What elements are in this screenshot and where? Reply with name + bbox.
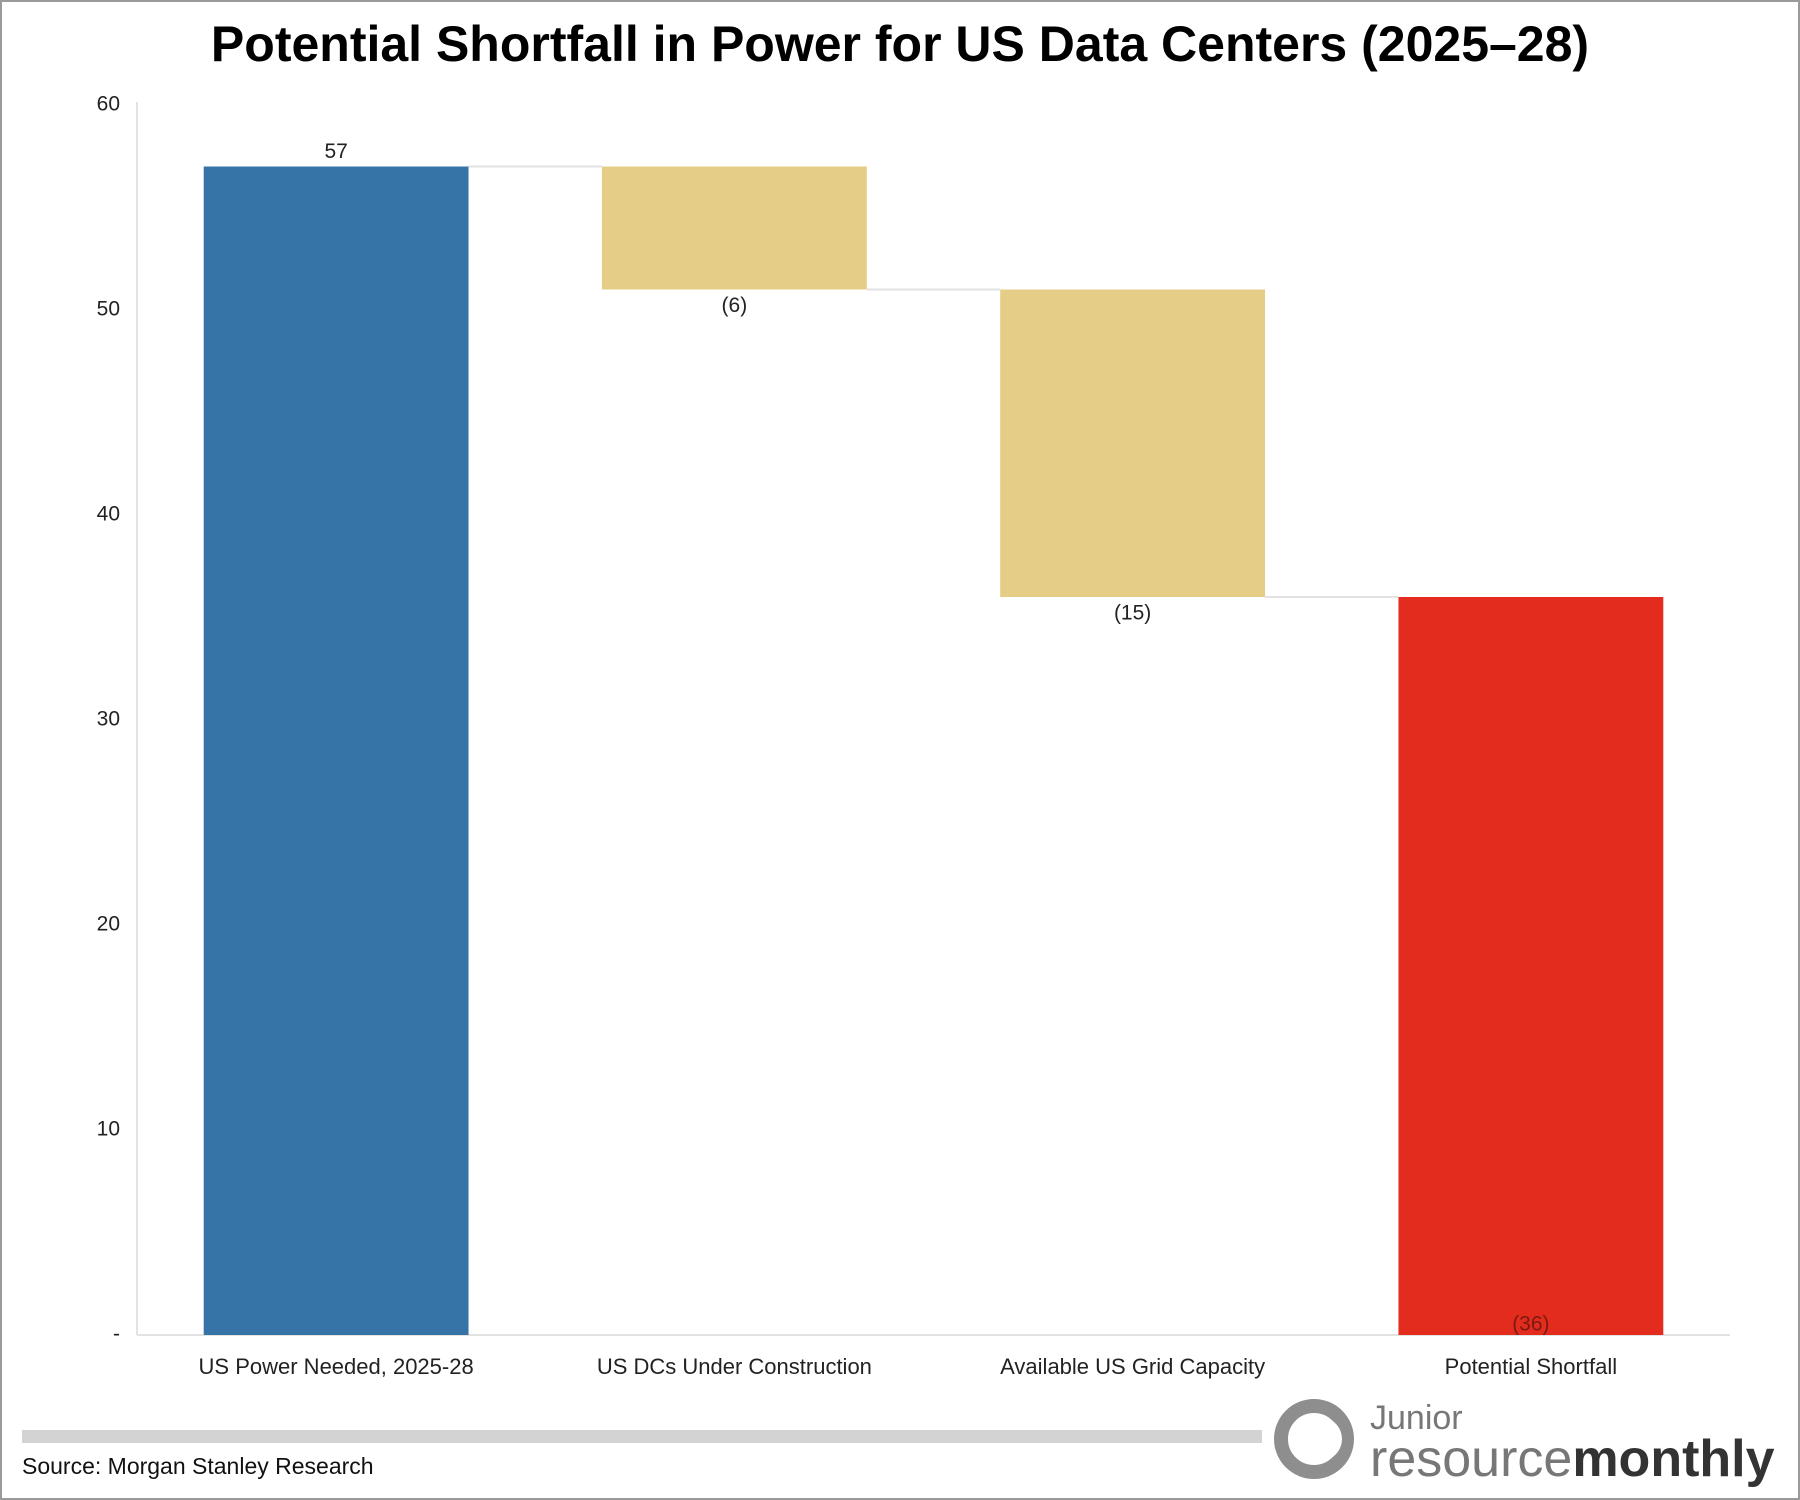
y-tick-label: 20 (97, 913, 120, 936)
logo-line2: resourcemonthly (1370, 1430, 1775, 1488)
y-tick-label: 10 (97, 1118, 120, 1141)
bar (601, 166, 867, 290)
value-label: (6) (722, 294, 748, 317)
logo: Junior resourcemonthly (1274, 1399, 1775, 1488)
bar (1000, 289, 1266, 597)
value-label: (36) (1512, 1313, 1549, 1336)
bar (203, 166, 469, 1335)
logo-ring (1274, 1399, 1354, 1479)
value-label: 57 (324, 140, 347, 163)
logo-word-a: resource (1370, 1430, 1572, 1488)
logo-line1: Junior (1370, 1399, 1463, 1437)
x-tick-label: Potential Shortfall (1445, 1354, 1617, 1379)
y-tick-label: 30 (97, 708, 120, 731)
logo-word-b: monthly (1572, 1430, 1774, 1488)
bar (1398, 597, 1664, 1335)
chart-title: Potential Shortfall in Power for US Data… (211, 16, 1589, 72)
x-tick-label: US Power Needed, 2025-28 (199, 1354, 474, 1379)
x-tick-label: Available US Grid Capacity (1000, 1354, 1265, 1379)
logo-ring-cut (1298, 1417, 1342, 1461)
value-label: (15) (1114, 602, 1151, 625)
source: Source: Morgan Stanley Research (22, 1453, 374, 1479)
y-tick-label: 60 (97, 93, 120, 116)
y-tick-label: - (113, 1323, 120, 1346)
x-tick-label: US DCs Under Construction (597, 1354, 872, 1379)
y-tick-label: 40 (97, 503, 120, 526)
y-tick-label: 50 (97, 298, 120, 321)
footer-bar (22, 1430, 1262, 1443)
